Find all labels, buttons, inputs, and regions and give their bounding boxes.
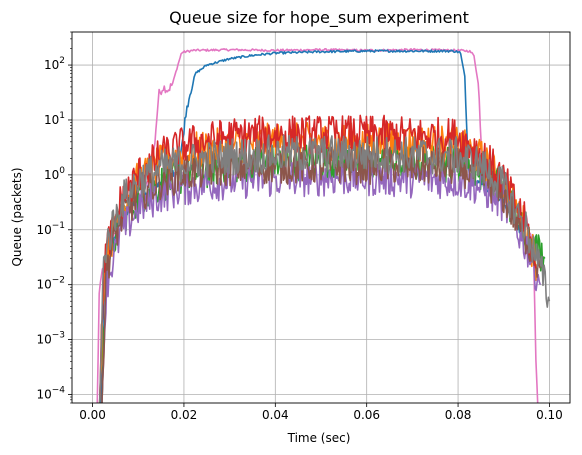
- plot-frame: [71, 31, 571, 404]
- series-line: [98, 134, 551, 403]
- axis-ticks: 0.00 0.02 0.04 0.06 0.08 0.10 10−4 10−3 10−2 10−1…: [36, 31, 563, 422]
- x-tick-label: 0.02: [171, 408, 198, 422]
- series-line: [101, 145, 542, 403]
- x-tick-label: 0.04: [262, 408, 289, 422]
- y-tick-label: 100: [44, 166, 65, 182]
- chart-title: Queue size for hope_sum experiment: [169, 8, 469, 28]
- y-tick-label: 10−2: [36, 276, 65, 292]
- y-tick-label: 10−3: [36, 331, 65, 347]
- y-tick-label: 10−1: [36, 221, 65, 237]
- x-tick-label: 0.08: [445, 408, 472, 422]
- y-axis-label: Queue (packets): [10, 167, 24, 266]
- y-tick-label: 102: [44, 56, 65, 72]
- x-tick-label: 0.00: [79, 408, 106, 422]
- y-tick-label: 10−4: [36, 385, 65, 401]
- x-tick-label: 0.10: [536, 408, 563, 422]
- series-line: [96, 47, 539, 403]
- x-axis-label: Time (sec): [287, 431, 351, 445]
- y-tick-label: 101: [44, 111, 65, 127]
- x-tick-label: 0.06: [353, 408, 380, 422]
- series-group: [96, 47, 551, 403]
